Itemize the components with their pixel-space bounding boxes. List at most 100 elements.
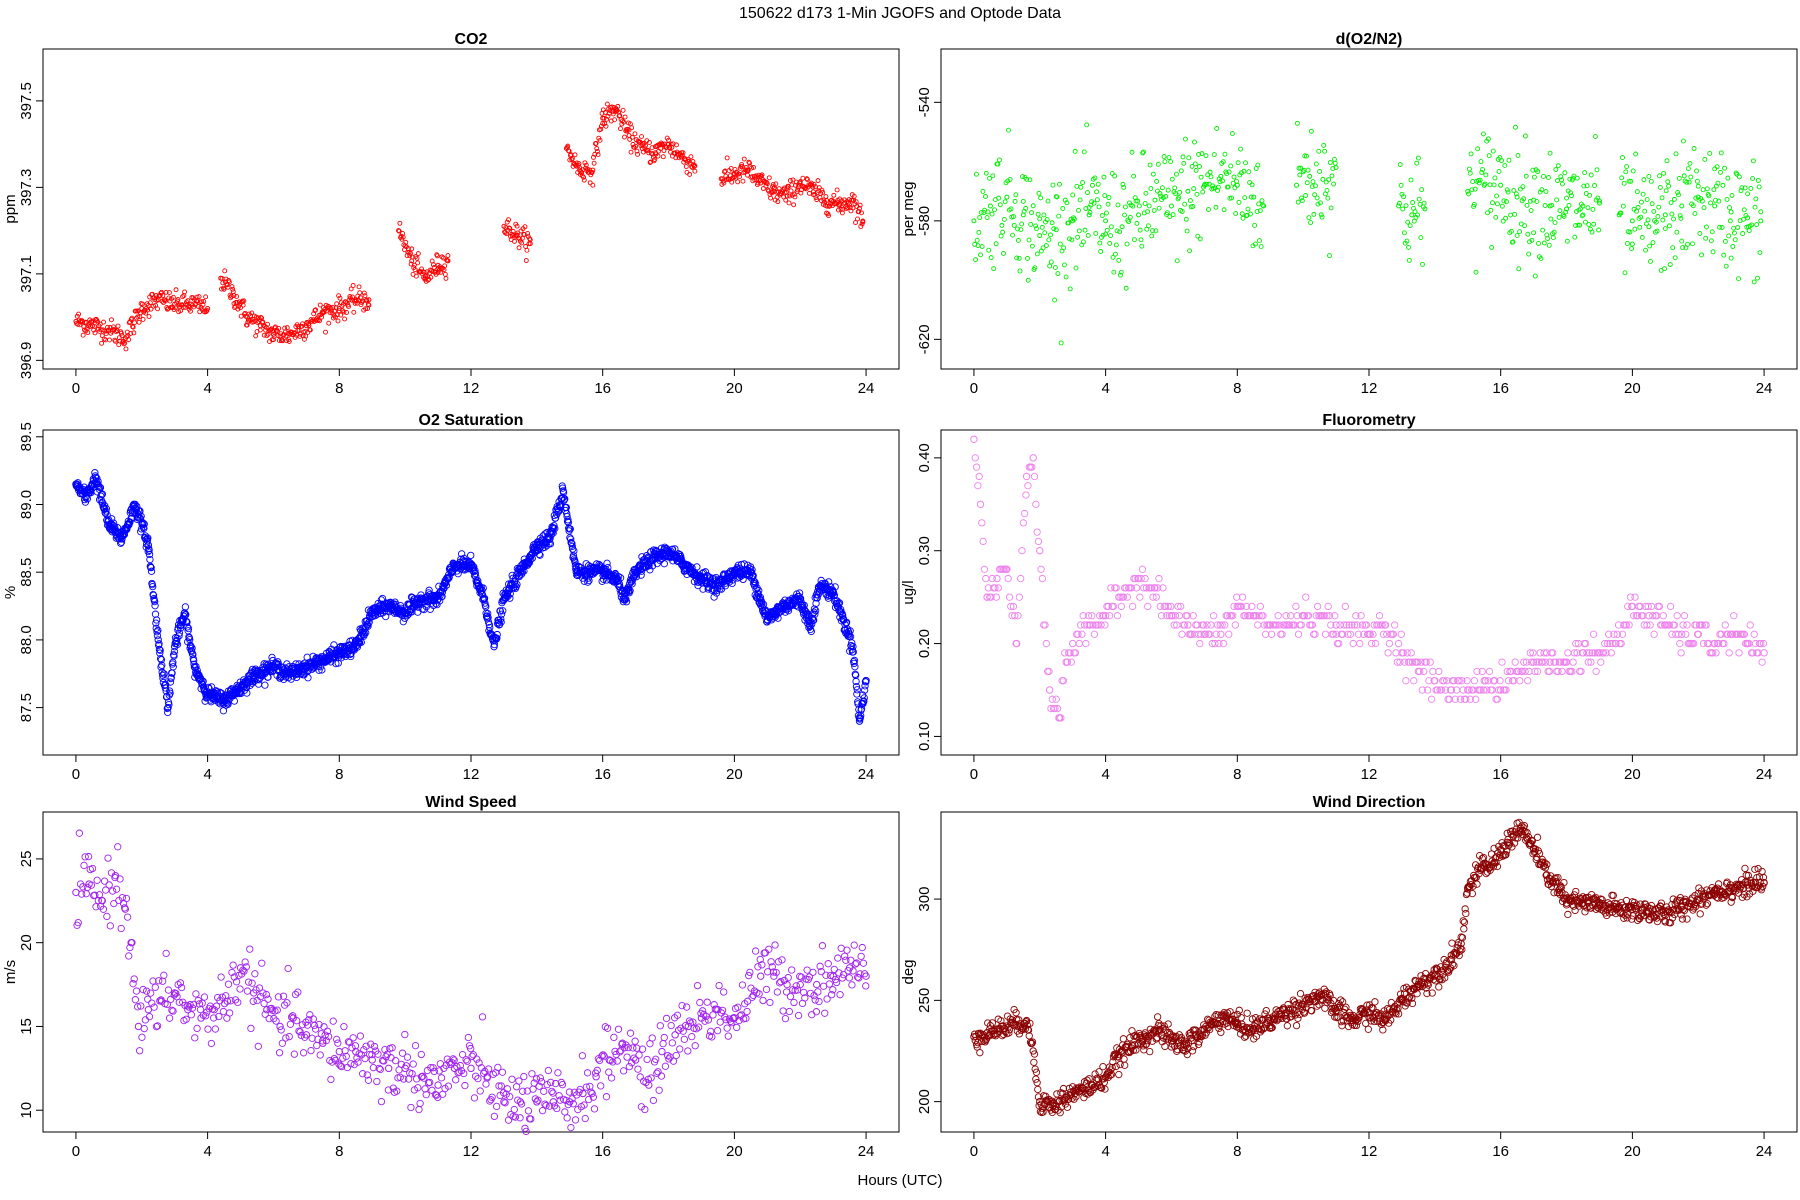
do2n2-sample-point (1299, 198, 1305, 204)
do2n2-sample-point (1295, 199, 1301, 205)
do2n2-sample-point (1585, 205, 1591, 211)
do2n2-sample-point (1725, 175, 1731, 181)
co2-sample-point (790, 177, 796, 183)
do2n2-sample-point (1728, 255, 1734, 261)
co2-sample-point (631, 144, 637, 150)
wspd-sample-point (307, 1046, 315, 1055)
o2sat-sample-point (173, 636, 181, 645)
do2n2-sample-point (1153, 228, 1159, 234)
o2sat-sample-point (155, 645, 164, 654)
co2-sample-point (721, 180, 727, 186)
wspd-sample-point (75, 829, 84, 837)
do2n2-sample-point (1156, 205, 1162, 211)
fluor-sample-point (1485, 667, 1494, 676)
fluor-sample-point (1032, 500, 1040, 508)
do2n2-sample-point (1252, 222, 1258, 228)
do2n2-sample-point (1051, 226, 1057, 232)
fluor-sample-point (1090, 630, 1099, 638)
fluor-sample-point (1017, 574, 1025, 583)
co2-sample-point (419, 266, 425, 272)
co2-sample-point (607, 108, 613, 114)
do2n2-sample-point (1041, 212, 1047, 218)
co2-x-tick-label: 16 (594, 380, 611, 397)
wspd-sample-point (82, 890, 90, 898)
co2-sample-point (565, 143, 571, 149)
co2-sample-point (155, 306, 161, 312)
fluor-sample-point (1391, 621, 1399, 629)
co2-sample-point (680, 150, 686, 156)
o2sat-sample-point (243, 689, 251, 697)
co2-sample-point (595, 152, 601, 158)
do2n2-sample-point (1147, 162, 1153, 168)
do2n2-sample-point (1332, 160, 1338, 166)
do2n2-data-point (1053, 227, 1059, 233)
co2-sample-point (797, 179, 803, 185)
do2n2-sample-point (1407, 223, 1413, 229)
fluor-sample-point (1030, 472, 1039, 481)
co2-sample-point (107, 337, 112, 343)
do2n2-sample-point (1000, 229, 1006, 235)
do2n2-sample-point (1010, 214, 1016, 220)
do2n2-sample-point (1415, 212, 1421, 218)
o2sat-sample-point (216, 688, 224, 696)
do2n2-sample-point (1734, 171, 1740, 177)
do2n2-y-tick-label: -620 (916, 324, 933, 354)
co2-sample-point (759, 172, 765, 178)
do2n2-sample-point (1739, 185, 1745, 191)
wspd-sample-point (117, 924, 125, 933)
wspd-sample-point (340, 1022, 348, 1031)
o2sat-sample-point (378, 594, 387, 603)
do2n2-sample-point (1704, 224, 1709, 230)
co2-title: CO2 (455, 31, 488, 48)
do2n2-sample-point (1505, 189, 1511, 195)
do2n2-sample-point (1091, 200, 1097, 206)
do2n2-sample-point (1554, 197, 1560, 203)
wspd-sample-point (273, 1006, 281, 1014)
o2sat-sample-point (151, 610, 160, 618)
do2n2-sample-point (1684, 179, 1690, 185)
co2-sample-point (195, 304, 201, 309)
do2n2-sample-point (1723, 263, 1729, 269)
do2n2-sample-point (1706, 193, 1712, 199)
wspd-sample-point (416, 1099, 424, 1108)
co2-sample-point (286, 339, 292, 344)
co2-sample-point (601, 115, 607, 121)
do2n2-sample-point (1532, 273, 1538, 279)
o2sat-sample-point (145, 546, 153, 554)
do2n2-sample-point (1680, 245, 1686, 250)
co2-data-point (270, 331, 276, 337)
co2-sample-point (773, 181, 779, 187)
do2n2-sample-point (1116, 257, 1122, 263)
fluor-sample-point (1569, 658, 1577, 666)
co2-sample-point (439, 254, 445, 260)
co2-sample-point (357, 295, 363, 301)
do2n2-sample-point (1583, 219, 1588, 225)
co2-sample-point (313, 307, 319, 313)
do2n2-data-point (1646, 224, 1652, 230)
do2n2-sample-point (1467, 170, 1473, 176)
wspd-sample-point (236, 985, 244, 993)
do2n2-sample-point (1032, 265, 1038, 271)
wspd-sample-point (356, 1032, 365, 1040)
do2n2-sample-point (1624, 241, 1630, 246)
co2-sample-point (445, 253, 451, 259)
co2-sample-point (203, 294, 209, 300)
co2-sample-point (621, 134, 627, 140)
o2sat-sample-point (173, 640, 182, 649)
do2n2-sample-point (1100, 232, 1106, 238)
do2n2-sample-point (1755, 178, 1761, 183)
co2-sample-point (823, 194, 829, 199)
do2n2-sample-point (1736, 276, 1742, 282)
do2n2-sample-point (1524, 202, 1530, 208)
fluor-y-tick-label: 0.40 (916, 443, 933, 472)
wspd-sample-point (299, 1049, 308, 1057)
do2n2-sample-point (1707, 150, 1713, 156)
do2n2-sample-point (1085, 232, 1091, 238)
do2n2-sample-point (1731, 230, 1737, 236)
do2n2-sample-point (1527, 198, 1533, 204)
do2n2-sample-point (1113, 251, 1118, 257)
o2sat-sample-point (153, 616, 161, 624)
fluor-sample-point (1524, 677, 1532, 685)
co2-sample-point (130, 323, 136, 329)
do2n2-sample-point (1248, 194, 1254, 200)
